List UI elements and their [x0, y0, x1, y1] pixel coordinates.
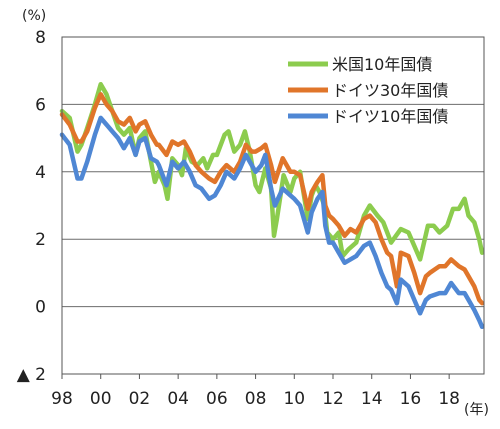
y-axis-unit-label: (%): [22, 8, 46, 24]
y-tick-label: 4: [35, 163, 46, 183]
y-tick-label: 0: [35, 298, 46, 318]
x-tick-label: 06: [206, 389, 228, 409]
series-line: [59, 92, 485, 306]
legend-label: 米国10年国債: [332, 55, 432, 74]
plot-frame: [61, 36, 485, 375]
x-tick-label: 04: [167, 389, 189, 409]
x-tick-label: 08: [245, 389, 267, 409]
x-tick-label: 12: [322, 389, 344, 409]
x-tick-label: 98: [51, 389, 73, 409]
grid-lines: [62, 103, 484, 308]
x-tick-label: 14: [361, 389, 383, 409]
y-tick-label: 6: [35, 95, 46, 115]
y-tick-label: ▲ 2: [17, 365, 46, 385]
y-tick-label: 8: [35, 28, 46, 48]
y-tick-label: 2: [35, 230, 46, 250]
x-axis-unit-label: (年): [464, 402, 489, 418]
x-tick-label: 18: [438, 389, 460, 409]
x-tick-label: 10: [283, 389, 305, 409]
series-lines: [59, 81, 485, 330]
x-tick-label: 00: [90, 389, 112, 409]
x-tick-label: 16: [400, 389, 422, 409]
x-tick-label: 02: [129, 389, 151, 409]
legend-label: ドイツ30年国債: [332, 81, 448, 100]
legend-label: ドイツ10年国債: [332, 107, 448, 126]
axis-labels: (%) (年) 8 6 4 2 0 ▲ 298 00 02 04 06 08 10 12 14 16 18: [17, 8, 489, 418]
series-line: [59, 115, 485, 330]
